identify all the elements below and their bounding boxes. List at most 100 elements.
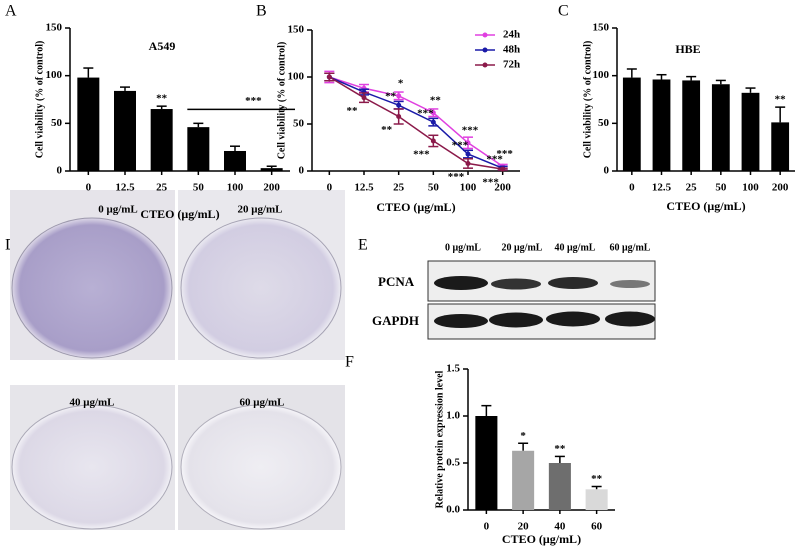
legend-marker bbox=[482, 32, 488, 38]
y-tick-label: 100 bbox=[46, 69, 63, 81]
point bbox=[465, 140, 471, 146]
bar bbox=[224, 150, 246, 171]
bar bbox=[150, 109, 173, 171]
x-tick-label: 50 bbox=[715, 182, 727, 194]
significance: ** bbox=[591, 473, 603, 485]
y-tick-label: 0 bbox=[57, 165, 63, 177]
x-tick-label: 12.5 bbox=[354, 182, 374, 194]
x-tick-label: 50 bbox=[428, 182, 440, 194]
significance: *** bbox=[448, 171, 465, 183]
bar bbox=[622, 77, 641, 171]
plate bbox=[11, 404, 173, 530]
plate bbox=[11, 217, 173, 359]
plate-label: 0 μg/mL bbox=[98, 204, 138, 216]
legend-marker bbox=[482, 47, 488, 53]
x-tick-label: 0 bbox=[484, 521, 490, 533]
point bbox=[396, 113, 402, 119]
point bbox=[430, 138, 436, 144]
panel-letter: B bbox=[256, 3, 267, 20]
y-tick-label: 50 bbox=[293, 118, 305, 130]
plates: D 0 μg/mL 20 μg/mL 40 μg/mL 60 μg/mL bbox=[5, 190, 345, 530]
significance: * bbox=[398, 77, 404, 89]
blot-band bbox=[489, 312, 543, 328]
significance: ** bbox=[554, 443, 566, 455]
x-tick-label: 25 bbox=[156, 182, 168, 194]
point bbox=[396, 93, 402, 99]
series-line bbox=[329, 76, 503, 169]
y-tick-label: 150 bbox=[288, 24, 305, 36]
point bbox=[430, 110, 436, 116]
significance: ** bbox=[347, 105, 359, 117]
x-tick-label: 200 bbox=[263, 182, 280, 194]
y-tick-label: 0.5 bbox=[446, 457, 460, 469]
blot-band bbox=[605, 311, 655, 327]
bar bbox=[260, 168, 283, 171]
significance: ** bbox=[156, 93, 168, 105]
blot-band bbox=[546, 311, 600, 327]
y-tick-label: 150 bbox=[593, 22, 610, 34]
x-tick-label: 200 bbox=[772, 182, 789, 194]
plate bbox=[180, 217, 342, 359]
x-axis-title: CTEO (μg/mL) bbox=[376, 200, 455, 214]
y-tick-label: 150 bbox=[46, 22, 63, 34]
plate bbox=[180, 404, 342, 530]
significance: *** bbox=[452, 140, 469, 152]
significance: *** bbox=[496, 148, 513, 160]
significance: ** bbox=[775, 94, 787, 106]
panel-letter: F bbox=[345, 354, 354, 371]
significance: * bbox=[520, 430, 526, 442]
panel-letter: C bbox=[558, 3, 569, 20]
bar bbox=[771, 122, 790, 171]
significance: ** bbox=[385, 91, 397, 103]
bar bbox=[114, 90, 136, 171]
x-tick-label: 12.5 bbox=[652, 182, 672, 194]
bar bbox=[652, 79, 671, 171]
significance: *** bbox=[482, 177, 499, 189]
x-tick-label: 0 bbox=[86, 182, 92, 194]
point bbox=[500, 166, 506, 172]
blot-band bbox=[610, 280, 650, 288]
blot-column: 60 μg/mL bbox=[610, 242, 651, 253]
panel-letter: E bbox=[358, 237, 368, 254]
legend-marker bbox=[482, 62, 488, 68]
blot-column: 20 μg/mL bbox=[502, 242, 543, 253]
y-tick-label: 100 bbox=[288, 71, 305, 83]
bar bbox=[585, 489, 608, 510]
bar bbox=[512, 450, 535, 510]
bar bbox=[741, 92, 760, 171]
x-tick-label: 200 bbox=[494, 182, 511, 194]
x-tick-label: 0 bbox=[327, 182, 333, 194]
x-tick-label: 25 bbox=[393, 182, 405, 194]
blot-band bbox=[548, 277, 598, 289]
blot-row: GAPDH bbox=[372, 313, 419, 328]
y-tick-label: 100 bbox=[593, 69, 610, 81]
chart-title: A549 bbox=[149, 39, 176, 53]
plate-label: 60 μg/mL bbox=[239, 397, 284, 409]
significance: ** bbox=[430, 94, 442, 106]
bar bbox=[682, 80, 701, 171]
plate-label: 20 μg/mL bbox=[237, 204, 282, 216]
x-tick-label: 50 bbox=[193, 182, 205, 194]
plate-label: 40 μg/mL bbox=[69, 397, 114, 409]
legend-label: 24h bbox=[503, 29, 520, 41]
chart-title: HBE bbox=[675, 42, 700, 56]
blot-column: 0 μg/mL bbox=[445, 242, 481, 253]
blot-column: 40 μg/mL bbox=[555, 242, 596, 253]
significance: *** bbox=[413, 148, 430, 160]
x-tick-label: 25 bbox=[686, 182, 698, 194]
y-axis-title: Cell viability (% of control) bbox=[34, 41, 45, 159]
y-axis-title: Relative protein expression level bbox=[434, 370, 445, 508]
legend-label: 72h bbox=[503, 59, 520, 71]
point bbox=[396, 102, 402, 108]
y-axis-title: Cell viability (% of control) bbox=[276, 42, 287, 160]
panel-letter: A bbox=[5, 3, 17, 20]
x-axis-title: CTEO (μg/mL) bbox=[502, 532, 581, 546]
blot-band bbox=[434, 276, 488, 290]
y-tick-label: 50 bbox=[598, 117, 610, 129]
y-tick-label: 1.5 bbox=[446, 363, 460, 375]
bar bbox=[711, 84, 730, 171]
y-tick-label: 0.0 bbox=[446, 504, 460, 516]
point bbox=[361, 95, 367, 101]
x-axis-title: CTEO (μg/mL) bbox=[140, 207, 219, 221]
